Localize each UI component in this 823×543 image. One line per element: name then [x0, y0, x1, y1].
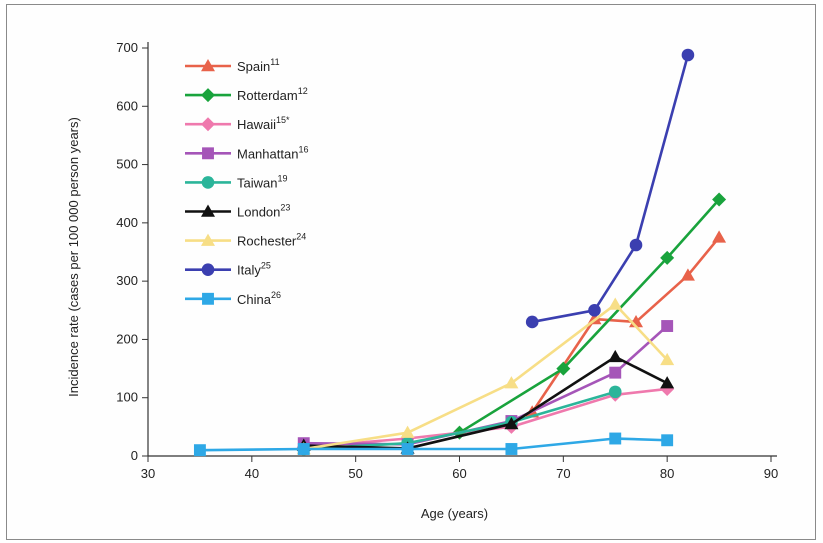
legend-label: Rotterdam12	[237, 86, 308, 103]
legend-item-taiwan: Taiwan19	[185, 173, 287, 190]
legend-swatch-marker	[201, 263, 215, 277]
legend-reference: 24	[296, 232, 306, 242]
legend-swatch-marker	[202, 292, 214, 305]
line-chart: 30 40 50 60 70 80 90 0 100 200 300 400 500 600 700 Age …	[66, 40, 778, 521]
legend-swatch-marker	[202, 147, 214, 160]
data-point	[660, 376, 675, 389]
data-point	[661, 434, 674, 447]
data-point	[504, 416, 519, 430]
legend-item-rochester: Rochester24	[185, 232, 306, 249]
x-tick-label: 30	[141, 466, 155, 481]
x-tick-label: 70	[556, 466, 570, 481]
data-point	[660, 352, 675, 366]
x-tick-label: 40	[245, 466, 259, 481]
y-tick-label: 200	[116, 331, 138, 346]
legend-label: Rochester24	[237, 232, 306, 249]
series-line	[458, 198, 721, 434]
data-point	[505, 443, 518, 455]
legend-swatch-marker	[201, 59, 215, 72]
series-italy	[525, 48, 695, 329]
series-spain	[525, 230, 727, 418]
legend-label: Italy25	[237, 261, 271, 278]
legend-series-name: Rochester	[237, 234, 297, 249]
series-line	[531, 54, 690, 324]
data-point	[608, 385, 622, 399]
legend-swatch-marker	[201, 88, 215, 103]
x-tick-label: 90	[764, 466, 778, 481]
legend-swatch-marker	[201, 176, 215, 189]
series-line	[199, 437, 668, 452]
legend-reference: 26	[271, 290, 281, 300]
legend-series-name: Spain	[237, 59, 270, 74]
data-point	[661, 320, 674, 332]
data-point	[504, 376, 519, 389]
y-tick-label: 400	[116, 215, 138, 230]
y-tick-label: 100	[116, 390, 138, 405]
data-point	[681, 48, 695, 62]
legend-swatch-marker	[201, 117, 215, 132]
data-point	[556, 361, 571, 376]
legend-label: Taiwan19	[237, 173, 287, 190]
legend-item-italy: Italy25	[185, 261, 271, 278]
y-tick-label: 500	[116, 157, 138, 172]
legend-series-name: China	[237, 292, 272, 307]
data-point	[660, 250, 675, 265]
data-point	[608, 297, 623, 310]
legend-reference: 11	[270, 57, 279, 67]
data-point	[712, 230, 727, 243]
data-point	[609, 366, 622, 379]
y-tick-label: 0	[131, 448, 138, 463]
data-point	[712, 192, 727, 207]
legend-item-spain: Spain11	[185, 57, 280, 74]
legend-item-china: China26	[185, 290, 281, 307]
data-point	[400, 425, 415, 438]
legend-reference: 15*	[276, 115, 290, 125]
x-axis-label: Age (years)	[421, 506, 488, 521]
legend-reference: 25	[261, 261, 271, 271]
legend-label: Manhattan16	[237, 144, 308, 161]
data-point	[608, 349, 623, 363]
legend-swatch-marker	[201, 233, 215, 246]
data-point	[629, 238, 643, 252]
legend-reference: 19	[277, 173, 287, 183]
legend-label: London23	[237, 203, 290, 220]
legend-reference: 23	[280, 203, 290, 213]
y-tick-label: 700	[116, 40, 138, 55]
legend-item-manhattan: Manhattan16	[185, 144, 308, 161]
data-point	[680, 268, 695, 281]
x-tick-label: 60	[452, 466, 466, 481]
legend-series-name: Hawaii	[237, 117, 276, 132]
legend-item-rotterdam: Rotterdam12	[185, 86, 308, 103]
legend-item-london: London23	[185, 203, 290, 220]
y-tick-label: 600	[116, 98, 138, 113]
chart-frame: 30 40 50 60 70 80 90 0 100 200 300 400 500 600 700 Age …	[6, 4, 816, 540]
legend-series-name: Manhattan	[237, 146, 298, 161]
legend-label: Spain11	[237, 57, 280, 74]
legend-label: China26	[237, 290, 281, 307]
data-point	[588, 303, 601, 317]
y-tick-label: 300	[116, 273, 138, 288]
legend-series-name: London	[237, 205, 280, 220]
data-point	[401, 443, 414, 455]
data-point	[525, 315, 539, 329]
y-axis-label: Incidence rate (cases per 100 000 person…	[66, 117, 81, 397]
series-china	[193, 432, 674, 457]
x-tick-label: 50	[348, 466, 362, 481]
legend-reference: 12	[298, 86, 308, 96]
x-tick-label: 80	[660, 466, 674, 481]
legend-reference: 16	[298, 144, 308, 154]
legend-label: Hawaii15*	[237, 115, 290, 132]
data-point	[193, 444, 206, 457]
data-point	[609, 432, 622, 445]
legend-series-name: Taiwan	[237, 175, 277, 190]
data-point	[297, 443, 310, 455]
legend-swatch-marker	[201, 204, 215, 217]
legend-series-name: Italy	[237, 263, 261, 278]
legend-item-hawaii: Hawaii15*	[185, 115, 290, 132]
legend-series-name: Rotterdam	[237, 88, 298, 103]
